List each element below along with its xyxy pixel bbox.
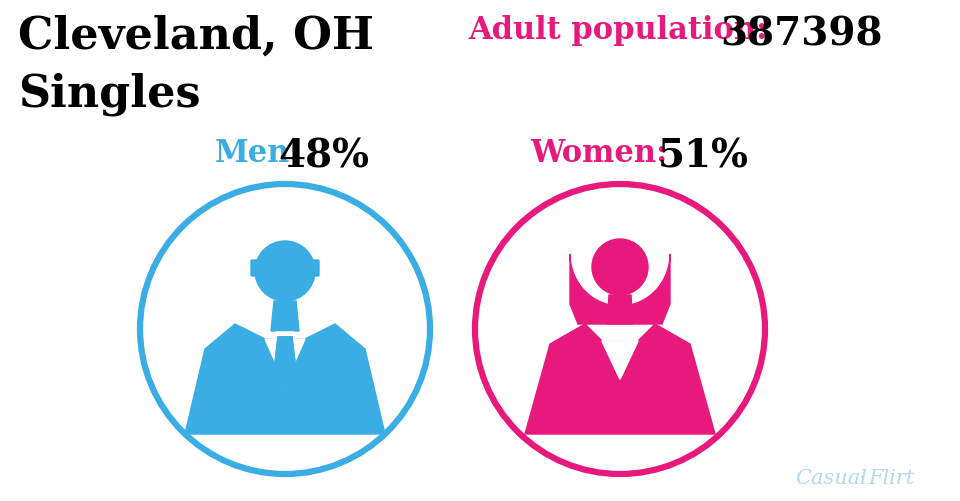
Text: 48%: 48%: [278, 138, 369, 176]
Polygon shape: [271, 302, 299, 331]
Circle shape: [592, 239, 648, 296]
Text: Cleveland, OH: Cleveland, OH: [18, 15, 374, 58]
Polygon shape: [274, 337, 296, 384]
Text: Flirt: Flirt: [868, 468, 914, 487]
Text: 51%: 51%: [658, 138, 749, 176]
Polygon shape: [525, 324, 715, 434]
FancyBboxPatch shape: [275, 332, 295, 356]
Polygon shape: [602, 341, 620, 379]
Polygon shape: [285, 339, 305, 384]
Polygon shape: [185, 324, 385, 434]
Polygon shape: [602, 341, 620, 379]
Text: Adult population:: Adult population:: [468, 15, 767, 46]
Circle shape: [255, 241, 315, 302]
Text: 387398: 387398: [720, 15, 882, 53]
Polygon shape: [274, 337, 296, 384]
Polygon shape: [620, 341, 638, 379]
Text: ·: ·: [858, 468, 865, 487]
Polygon shape: [620, 341, 638, 379]
FancyBboxPatch shape: [310, 261, 319, 277]
Polygon shape: [265, 339, 285, 384]
Polygon shape: [570, 255, 670, 324]
Polygon shape: [607, 296, 633, 324]
Text: Men:: Men:: [215, 138, 301, 169]
Text: Singles: Singles: [18, 72, 201, 115]
Polygon shape: [278, 337, 292, 351]
Text: Women:: Women:: [530, 138, 667, 169]
Text: Casual: Casual: [795, 468, 867, 487]
FancyBboxPatch shape: [251, 261, 260, 277]
